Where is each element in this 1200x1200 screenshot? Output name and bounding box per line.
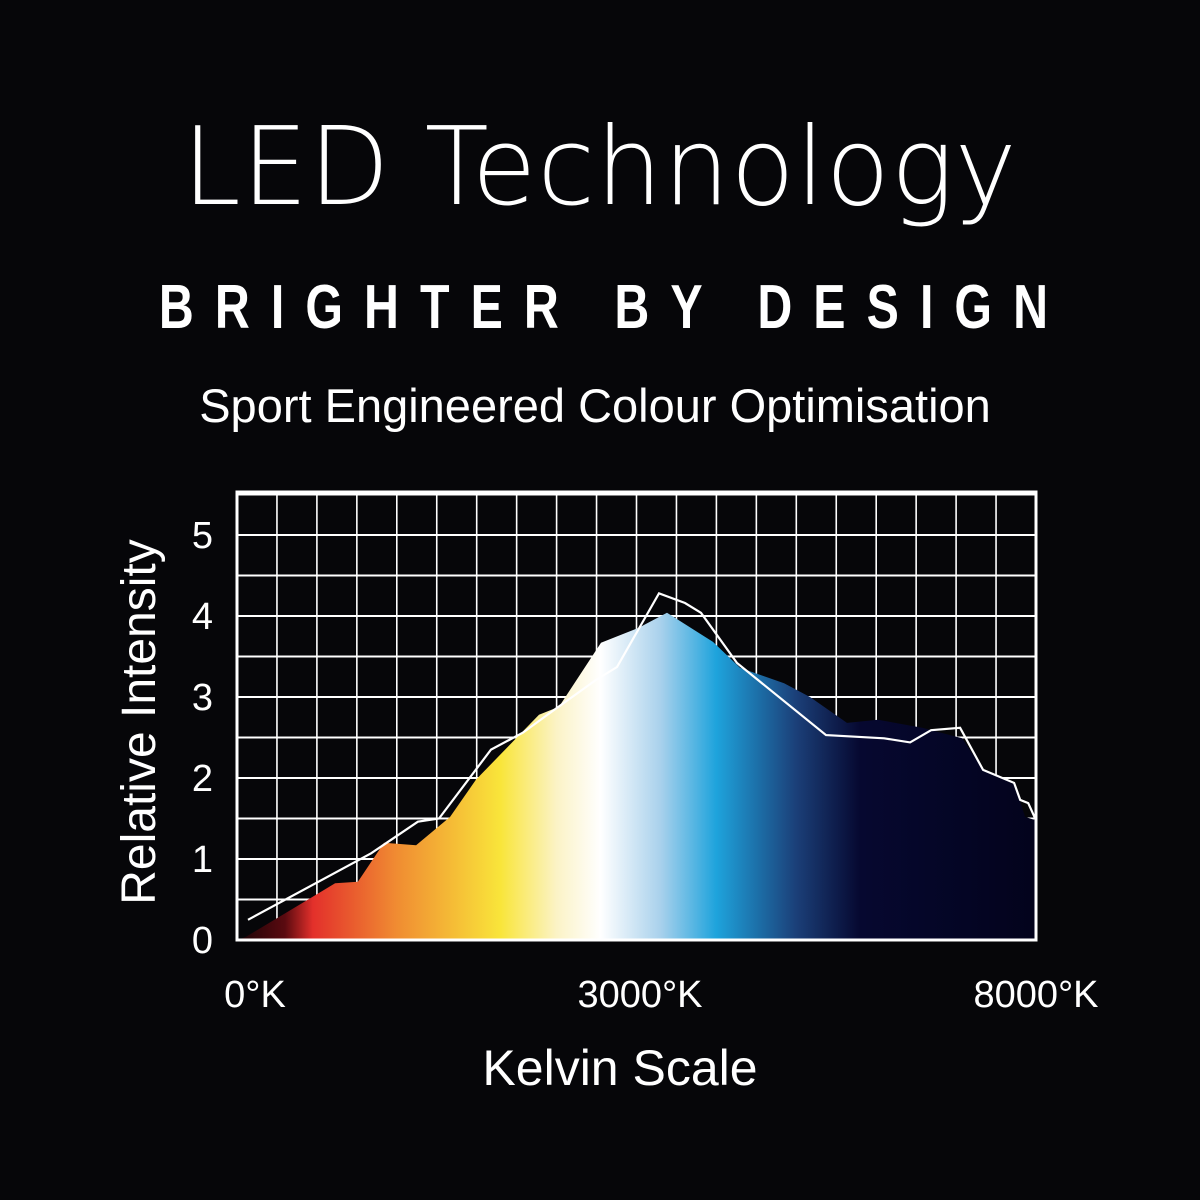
plot-frame — [235, 490, 1038, 942]
y-tick-label: 4 — [192, 596, 213, 638]
y-axis-label: Relative Intensity — [113, 539, 166, 905]
x-tick-label: 3000°K — [577, 974, 702, 1016]
spectrum-area — [237, 612, 1036, 940]
x-tick-label: 8000°K — [973, 974, 1098, 1016]
x-tick-label: 0°K — [224, 974, 286, 1016]
subtitle: Sport Engineered Colour Optimisation — [199, 379, 991, 432]
y-tick-label: 2 — [192, 758, 213, 800]
spectrum-line — [247, 591, 1037, 921]
y-tick-label: 0 — [192, 920, 213, 962]
tagline: BRIGHTER BY DESIGN — [158, 273, 1070, 342]
y-tick-label: 1 — [192, 839, 213, 881]
y-tick-label: 3 — [192, 677, 213, 719]
y-tick-label: 5 — [192, 515, 213, 557]
x-axis-label: Kelvin Scale — [482, 1040, 757, 1096]
page-title: LED Technology — [182, 105, 1018, 230]
